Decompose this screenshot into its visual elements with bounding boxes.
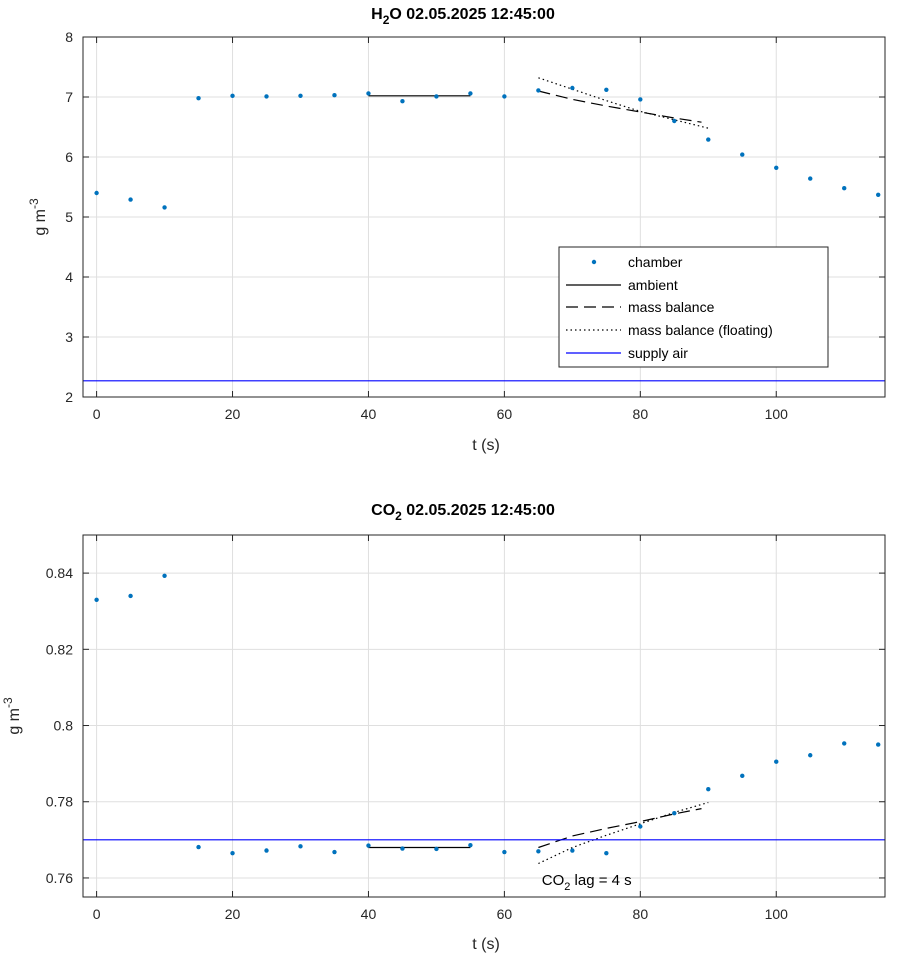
- data-point-chamber: [128, 197, 133, 202]
- data-point-chamber: [332, 849, 337, 855]
- x-tick-label: 20: [225, 906, 241, 922]
- data-point-chamber: [400, 846, 405, 851]
- legend-item-mass-balance-floating: mass balance (floating): [566, 322, 773, 338]
- y-tick-label: 2: [65, 389, 73, 405]
- y-tick-label: 4: [65, 269, 73, 285]
- y-tick-label: 0.78: [46, 794, 73, 810]
- legend: chamber ambient mass balance mass balanc…: [558, 246, 829, 368]
- data-point-chamber: [298, 93, 303, 99]
- y-tick-label: 6: [65, 149, 73, 165]
- x-tick-label: 80: [633, 406, 649, 422]
- data-point-chamber: [536, 88, 541, 93]
- x-tick-label: 40: [361, 406, 377, 422]
- data-point-chamber: [298, 844, 303, 849]
- legend-marker-chamber: [591, 259, 597, 265]
- data-point-chamber: [570, 85, 575, 91]
- data-point-chamber: [366, 91, 371, 96]
- data-point-chamber: [128, 593, 133, 599]
- y-tick-label: 0.84: [46, 565, 73, 581]
- x-tick-label: 0: [93, 906, 101, 922]
- data-point-chamber: [468, 91, 473, 96]
- data-point-chamber: [502, 94, 507, 99]
- x-axis-label: t (s): [472, 936, 500, 953]
- y-tick-label: 0.82: [46, 641, 73, 657]
- x-tick-label: 80: [633, 906, 649, 922]
- data-point-chamber: [196, 844, 201, 850]
- data-point-chamber: [774, 165, 779, 170]
- y-tick-label: 5: [65, 209, 73, 225]
- legend-label-ambient: ambient: [628, 277, 678, 293]
- data-point-chamber: [366, 843, 371, 848]
- data-point-chamber: [842, 186, 847, 191]
- data-point-chamber: [468, 842, 473, 848]
- legend-item-chamber: chamber: [591, 254, 683, 270]
- series-line-mass-balance: [538, 808, 702, 849]
- data-point-chamber: [706, 786, 711, 792]
- data-point-chamber: [740, 773, 745, 779]
- data-point-chamber: [638, 97, 643, 102]
- data-point-chamber: [536, 849, 541, 854]
- data-point-chamber: [876, 742, 881, 747]
- x-tick-label: 40: [361, 906, 377, 922]
- plot-area-frame: [82, 534, 886, 898]
- x-tick-label: 100: [765, 906, 789, 922]
- h2o-chart-panel: H2O 02.05.2025 12:45:00 0 20 40 60 80 100 2 3 4 5…: [27, 6, 886, 454]
- chart-title: H2O 02.05.2025 12:45:00: [371, 6, 555, 27]
- y-tick-label: 0.76: [46, 870, 73, 886]
- data-point-chamber: [808, 176, 813, 181]
- data-point-chamber: [230, 93, 235, 99]
- data-point-chamber: [570, 848, 575, 853]
- legend-label-mass-balance-floating: mass balance (floating): [628, 322, 773, 338]
- lag-annotation: CO2 lag = 4 s: [542, 872, 632, 893]
- data-point-chamber: [332, 93, 337, 98]
- y-axis-label: g m-3: [1, 697, 23, 735]
- data-point-chamber: [434, 94, 439, 99]
- data-point-chamber: [162, 205, 167, 210]
- data-point-chamber: [196, 96, 201, 101]
- y-tick-label: 7: [65, 89, 73, 105]
- data-point-chamber: [264, 94, 269, 99]
- chart-title: CO2 02.05.2025 12:45:00: [371, 502, 555, 523]
- series-line-mass-balance: [538, 90, 702, 123]
- data-point-chamber: [400, 99, 405, 104]
- legend-item-mass-balance: mass balance: [566, 299, 715, 315]
- data-point-chamber: [94, 597, 99, 602]
- x-tick-label: 60: [497, 406, 513, 422]
- data-point-chamber: [162, 573, 167, 578]
- data-point-chamber: [672, 118, 677, 124]
- y-tick-label: 3: [65, 329, 73, 345]
- data-point-chamber: [876, 192, 881, 197]
- legend-item-ambient: ambient: [566, 277, 678, 293]
- co2-chart-panel: CO2 02.05.2025 12:45:00 0 20 40 60 80 100 0.76…: [1, 502, 886, 953]
- x-tick-label: 100: [765, 406, 789, 422]
- data-point-chamber: [434, 846, 439, 852]
- data-point-chamber: [94, 190, 99, 196]
- data-point-chamber: [502, 849, 507, 855]
- data-point-chamber: [842, 741, 847, 746]
- legend-label-mass-balance: mass balance: [628, 299, 715, 315]
- x-tick-label: 60: [497, 906, 513, 922]
- legend-label-supply-air: supply air: [628, 345, 688, 361]
- legend-label-chamber: chamber: [628, 254, 683, 270]
- data-point-chamber: [604, 87, 609, 93]
- data-point-chamber: [706, 137, 711, 142]
- data-point-chamber: [808, 753, 813, 758]
- data-point-chamber: [230, 850, 235, 856]
- legend-item-supply-air: supply air: [566, 345, 688, 361]
- data-point-chamber: [604, 850, 609, 856]
- y-axis-label: g m-3: [27, 198, 49, 236]
- x-tick-label: 20: [225, 406, 241, 422]
- x-axis-label: t (s): [472, 437, 500, 454]
- y-tick-label: 0.8: [54, 718, 74, 734]
- data-point-chamber: [672, 810, 677, 816]
- x-tick-label: 0: [93, 406, 101, 422]
- data-point-chamber: [638, 824, 643, 829]
- data-point-chamber: [264, 848, 269, 853]
- data-point-chamber: [740, 152, 745, 157]
- y-tick-label: 8: [65, 29, 73, 45]
- data-point-chamber: [774, 759, 779, 764]
